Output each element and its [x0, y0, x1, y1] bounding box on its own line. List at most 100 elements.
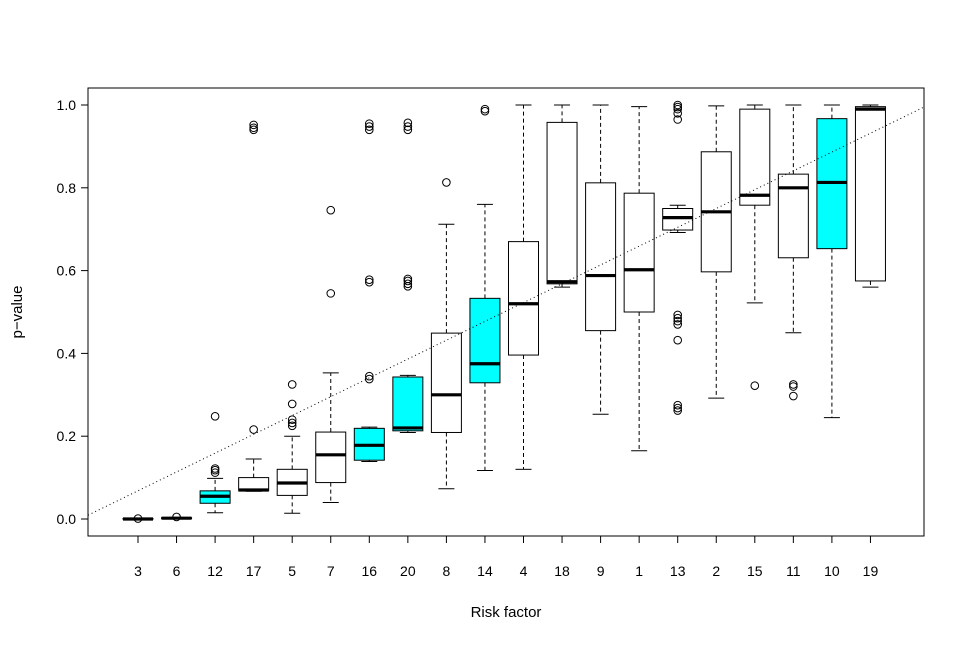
outlier-point	[210, 412, 220, 421]
iqr-box	[508, 241, 539, 356]
outlier-point	[249, 125, 258, 135]
iqr-box	[392, 376, 424, 432]
outlier-point	[365, 122, 374, 131]
outlier-point	[673, 100, 683, 110]
outlier-point	[403, 122, 413, 131]
y-tick-label: 0.4	[57, 345, 77, 361]
y-axis-title: p−value	[9, 286, 26, 339]
x-tick-label: 18	[554, 563, 570, 579]
x-tick-label: 2	[712, 563, 720, 579]
outlier-point	[365, 119, 374, 128]
box-risk-factor-3	[122, 514, 154, 523]
box-risk-factor-6	[161, 512, 193, 522]
outlier-point	[287, 418, 297, 428]
outlier-point	[480, 106, 490, 116]
outlier-point	[287, 415, 297, 424]
x-tick-label: 13	[670, 563, 686, 579]
x-tick-label: 6	[173, 563, 181, 579]
outlier-point	[480, 104, 490, 114]
outlier-point	[750, 381, 760, 390]
x-tick-label: 17	[246, 563, 262, 579]
x-axis-title: Risk factor	[471, 604, 542, 621]
outlier-point	[673, 108, 683, 118]
x-tick-label: 7	[327, 563, 335, 579]
box-risk-factor-20	[392, 118, 424, 433]
y-tick-label: 0.0	[57, 511, 77, 527]
x-tick-label: 14	[477, 563, 493, 579]
box-risk-factor-1	[623, 106, 655, 452]
x-tick-label: 20	[400, 563, 416, 579]
box-risk-factor-13	[662, 100, 694, 415]
plot-frame	[87, 87, 925, 537]
x-tick-label: 9	[597, 563, 605, 579]
outlier-point	[326, 289, 336, 298]
boxes-group	[122, 100, 886, 523]
x-tick-label: 12	[207, 563, 223, 579]
outlier-point	[673, 403, 683, 413]
iqr-box	[430, 332, 462, 433]
iqr-box	[662, 208, 694, 231]
x-tick-label: 11	[786, 563, 801, 579]
box-risk-factor-7	[315, 205, 347, 503]
iqr-box	[585, 182, 617, 332]
box-risk-factor-4	[508, 104, 539, 470]
box-risk-factor-11	[777, 104, 809, 401]
outlier-point	[673, 400, 683, 410]
box-risk-factor-14	[469, 104, 501, 472]
y-tick-label: 1.0	[57, 97, 77, 113]
outlier-point	[365, 125, 374, 135]
iqr-box	[546, 121, 578, 285]
box-risk-factor-15	[739, 104, 771, 390]
outlier-point	[789, 391, 798, 401]
outlier-point	[673, 316, 683, 326]
x-tick-label: 8	[443, 563, 451, 579]
x-tick-label: 5	[288, 563, 296, 579]
iqr-box	[315, 431, 347, 484]
outlier-point	[365, 275, 374, 285]
outlier-point	[287, 380, 297, 389]
box-risk-factor-12	[199, 412, 231, 514]
outlier-point	[403, 125, 413, 135]
outlier-point	[287, 421, 297, 431]
x-tick-label: 1	[635, 563, 643, 579]
iqr-box	[469, 297, 501, 384]
x-tick-label: 3	[134, 563, 142, 579]
box-risk-factor-18	[546, 104, 578, 288]
box-risk-factor-16	[353, 119, 385, 462]
outlier-point	[789, 382, 798, 391]
outlier-point	[403, 276, 413, 286]
outlier-point	[249, 123, 258, 133]
box-risk-factor-9	[585, 104, 617, 415]
y-axis: 0.0 0.2 0.4 0.6 0.8 1.0	[57, 97, 88, 527]
outlier-point	[133, 514, 143, 523]
iqr-box	[739, 108, 771, 206]
box-risk-factor-17	[238, 120, 270, 492]
outlier-point	[442, 178, 451, 187]
outlier-point	[210, 468, 220, 477]
outlier-point	[673, 320, 683, 329]
y-tick-label: 0.8	[57, 180, 77, 196]
x-tick-label: 4	[520, 563, 528, 579]
iqr-box	[623, 192, 655, 313]
reference-diagonal-line	[87, 106, 925, 516]
outlier-point	[249, 425, 258, 434]
box-risk-factor-10	[816, 104, 848, 419]
outlier-point	[365, 374, 374, 384]
outlier-point	[403, 118, 413, 128]
outlier-point	[365, 371, 374, 381]
outlier-point	[673, 335, 683, 345]
x-tick-label: 15	[747, 563, 763, 579]
outlier-point	[673, 313, 683, 323]
outlier-point	[249, 120, 258, 130]
y-tick-label: 0.2	[57, 428, 77, 444]
box-risk-factor-2	[700, 105, 732, 399]
outlier-point	[673, 115, 683, 124]
box-risk-factor-19	[854, 104, 886, 288]
outlier-point	[673, 104, 683, 114]
outlier-point	[172, 512, 181, 522]
outlier-point	[210, 464, 220, 473]
outlier-point	[326, 205, 336, 215]
outlier-point	[403, 279, 413, 289]
outlier-point	[287, 399, 297, 409]
